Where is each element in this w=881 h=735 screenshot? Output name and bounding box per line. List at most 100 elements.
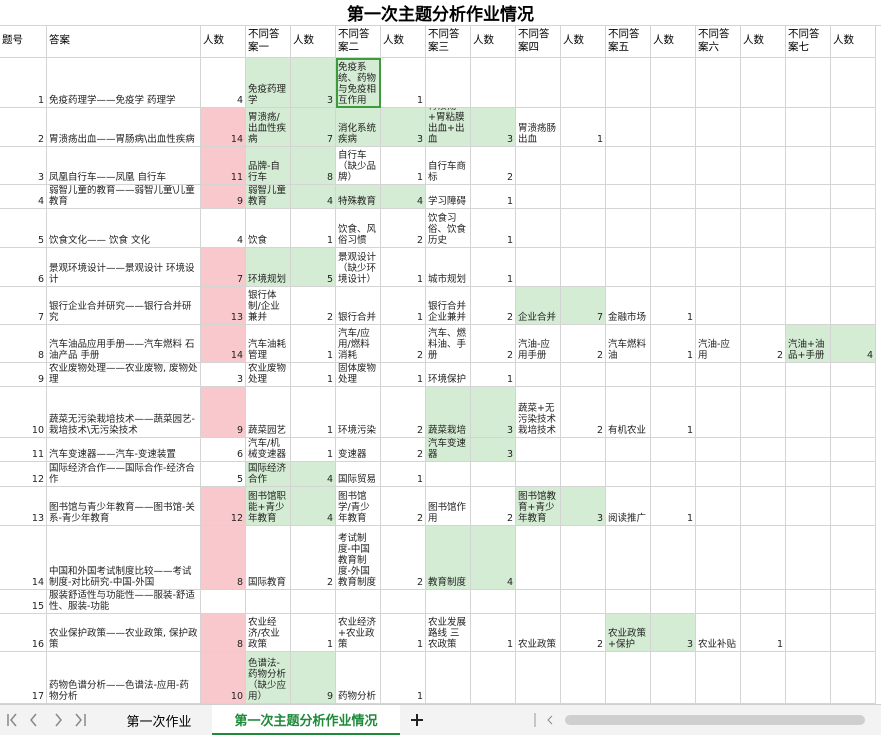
- count-cell: [561, 209, 606, 248]
- count-cell: 2: [381, 487, 426, 526]
- count-cell: 1: [381, 248, 426, 287]
- answer-cell: 银行体制/企业兼并: [246, 287, 291, 325]
- answer-cell: [696, 147, 741, 185]
- answer-cell: [786, 438, 831, 462]
- count-cell: 2: [381, 526, 426, 590]
- answer-cell: 考试制度-中国教育制度-外国教育制度: [336, 526, 381, 590]
- count-cell: [741, 652, 786, 704]
- answer-cell: [516, 438, 561, 462]
- answer-cell: 景观环境设计——景观设计 环境设计: [47, 248, 201, 287]
- count-cell: 4: [471, 526, 516, 590]
- tab-nav[interactable]: [0, 705, 100, 735]
- answer-cell: [786, 462, 831, 487]
- count-cell: [831, 614, 876, 652]
- answer-cell: 城市规划: [426, 248, 471, 287]
- row-number: 15: [0, 590, 47, 614]
- row-number: 6: [0, 248, 47, 287]
- count-cell: 1: [381, 287, 426, 325]
- answer-cell: 图书馆作用: [426, 487, 471, 526]
- count-cell: 9: [201, 185, 246, 209]
- answer-cell: 农业补贴: [696, 614, 741, 652]
- count-cell: 4: [381, 185, 426, 209]
- answer-cell: 教育制度: [426, 526, 471, 590]
- row-number: 8: [0, 325, 47, 363]
- count-cell: 2: [561, 614, 606, 652]
- answer-cell: [426, 652, 471, 704]
- count-cell: [471, 58, 516, 108]
- answer-cell: [246, 590, 291, 614]
- count-cell: [561, 58, 606, 108]
- count-cell: [651, 209, 696, 248]
- count-cell: [741, 363, 786, 387]
- header-cell: 不同答案五: [606, 25, 651, 58]
- count-cell: [561, 590, 606, 614]
- count-cell: [741, 248, 786, 287]
- count-cell: [831, 462, 876, 487]
- header-cell: 人数: [561, 25, 606, 58]
- answer-cell: 消化系统疾病: [336, 108, 381, 147]
- count-cell: 4: [291, 462, 336, 487]
- count-cell: [651, 438, 696, 462]
- count-cell: [831, 185, 876, 209]
- count-cell: 1: [651, 387, 696, 438]
- answer-cell: 银行合并企业兼并: [426, 287, 471, 325]
- count-cell: 2: [381, 438, 426, 462]
- answer-cell: [606, 652, 651, 704]
- count-cell: 2: [741, 325, 786, 363]
- count-cell: 1: [291, 438, 336, 462]
- answer-cell: 农业发展路线 三农政策: [426, 614, 471, 652]
- answer-cell: 学习障碍: [426, 185, 471, 209]
- answer-cell: 国际经济合作: [246, 462, 291, 487]
- answer-cell: [696, 363, 741, 387]
- answer-cell: 药物分析: [336, 652, 381, 704]
- count-cell: 4: [201, 209, 246, 248]
- count-cell: 14: [201, 325, 246, 363]
- sheet-tab[interactable]: 第一次作业: [126, 714, 192, 730]
- count-cell: [741, 487, 786, 526]
- sheet: 第一次主题分析作业情况 题号 答案 人数 不同答案一 人数 不同答案二 人数 不同答案三 人数不…: [0, 5, 881, 704]
- count-cell: [651, 248, 696, 287]
- h-scrollbar[interactable]: [530, 705, 880, 735]
- answer-cell: 蔬菜+无污染技术 栽培技术: [516, 387, 561, 438]
- count-cell: 8: [291, 147, 336, 185]
- count-cell: [651, 590, 696, 614]
- count-cell: 2: [471, 147, 516, 185]
- sheet-tab[interactable]: 第一次主题分析作业情况: [212, 705, 400, 735]
- count-cell: [561, 185, 606, 209]
- add-sheet[interactable]: [405, 705, 429, 735]
- answer-cell: [606, 590, 651, 614]
- row-number: 13: [0, 487, 47, 526]
- answer-cell: [786, 185, 831, 209]
- header-cell: 不同答案一: [246, 25, 291, 58]
- answer-cell: [786, 58, 831, 108]
- answer-cell: 免疫药理学——免疫学 药理学: [47, 58, 201, 108]
- count-cell: 8: [201, 526, 246, 590]
- count-cell: [831, 438, 876, 462]
- answer-cell: 汽车燃料油: [606, 325, 651, 363]
- answer-cell: 农业经济+农业政策: [336, 614, 381, 652]
- count-cell: 3: [471, 438, 516, 462]
- answer-cell: 自行车商标: [426, 147, 471, 185]
- count-cell: [741, 438, 786, 462]
- count-cell: [831, 209, 876, 248]
- count-cell: 9: [201, 387, 246, 438]
- answer-cell: [336, 590, 381, 614]
- row-number: 10: [0, 387, 47, 438]
- count-cell: 3: [291, 58, 336, 108]
- answer-cell: 免疫系统、药物与免疫相互作用: [336, 58, 381, 108]
- count-cell: 4: [831, 325, 876, 363]
- answer-cell: 农业政策: [516, 614, 561, 652]
- answer-cell: 有机农业: [606, 387, 651, 438]
- count-cell: 1: [471, 209, 516, 248]
- answer-cell: [426, 590, 471, 614]
- count-cell: [741, 387, 786, 438]
- answer-cell: 农业政策+保护: [606, 614, 651, 652]
- answer-cell: [786, 108, 831, 147]
- answer-cell: [606, 462, 651, 487]
- count-cell: [741, 462, 786, 487]
- header-cell: 不同答案三: [426, 25, 471, 58]
- count-cell: 3: [561, 487, 606, 526]
- answer-cell: [606, 438, 651, 462]
- header-cell: 答案: [47, 25, 201, 58]
- answer-cell: [696, 462, 741, 487]
